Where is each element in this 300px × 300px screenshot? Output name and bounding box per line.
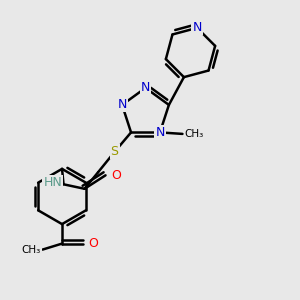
Text: S: S (110, 146, 118, 158)
Text: O: O (88, 237, 98, 250)
Text: HN: HN (43, 176, 62, 189)
Text: N: N (192, 21, 202, 34)
Text: N: N (117, 98, 127, 111)
Text: O: O (111, 169, 121, 182)
Text: CH₃: CH₃ (22, 244, 41, 255)
Text: N: N (141, 81, 150, 94)
Text: N: N (155, 126, 165, 139)
Text: CH₃: CH₃ (185, 129, 204, 139)
